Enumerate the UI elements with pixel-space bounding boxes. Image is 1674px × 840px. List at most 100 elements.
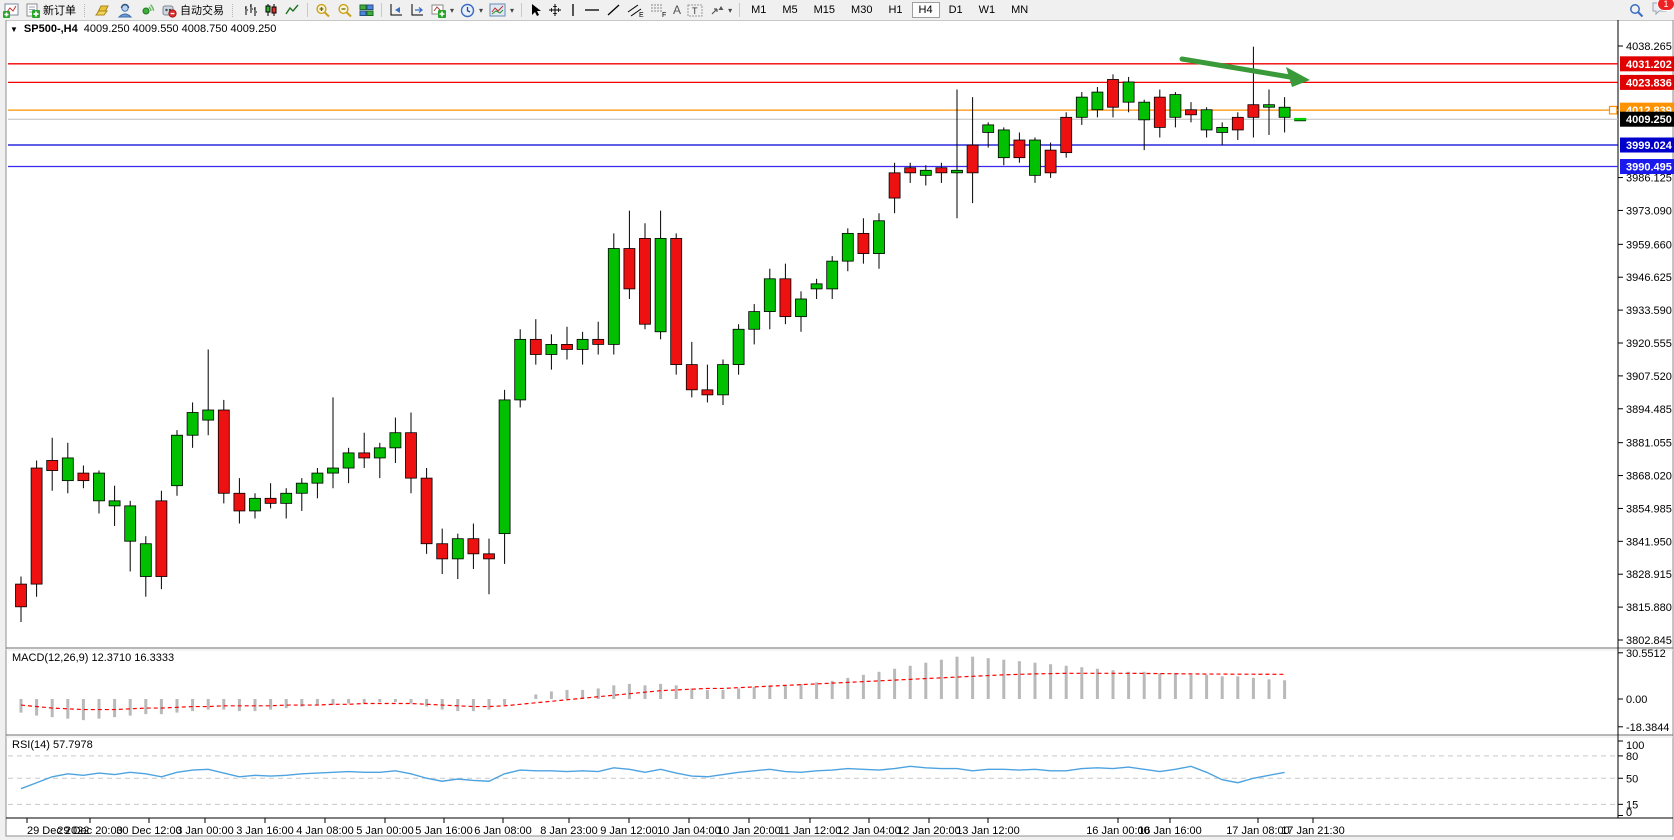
rsi-line: [20, 765, 1285, 790]
templates-button[interactable]: ▾: [486, 2, 517, 19]
zoom-in-button[interactable]: [312, 2, 334, 19]
fibonacci-icon: F: [651, 4, 666, 18]
time-tick-label: 30 Dec 12:00: [116, 825, 181, 837]
price-tick-label: 3920.555: [1626, 338, 1672, 350]
trend-arrow-annotation[interactable]: [1179, 56, 1310, 87]
timeframe-m5-button[interactable]: M5: [782, 4, 798, 16]
line-selection-handle[interactable]: [1608, 105, 1618, 115]
tile-windows-button[interactable]: [356, 2, 377, 19]
support-button[interactable]: [114, 2, 136, 19]
timeframe-w1-button[interactable]: W1: [978, 4, 996, 16]
rsi-tick-label: 80: [1626, 751, 1638, 763]
text-tool-button[interactable]: A: [670, 2, 684, 19]
price-tick-label: 3868.020: [1626, 471, 1672, 483]
line-chart-mode-button[interactable]: [282, 2, 303, 19]
collapse-triangle-icon[interactable]: ▼: [10, 24, 18, 34]
candle-body: [15, 583, 27, 608]
price-tick-label: 3946.625: [1626, 272, 1672, 284]
candle-body: [1247, 104, 1260, 118]
bar-chart-mode-button[interactable]: [240, 2, 261, 19]
timeframe-h1-button[interactable]: H1: [888, 4, 903, 16]
candle-body: [732, 328, 745, 365]
timeframe-d1-button[interactable]: D1: [948, 4, 963, 16]
periods-button[interactable]: ▾: [457, 2, 486, 19]
add-indicator-icon: [431, 4, 446, 18]
auto-scroll-button[interactable]: [386, 2, 407, 19]
chart-shift-button[interactable]: [407, 2, 428, 19]
candle-body: [1231, 116, 1244, 131]
dropdown-arrow-icon: ▾: [479, 5, 484, 15]
candle-body: [451, 538, 464, 560]
new-order-button[interactable]: 新订单: [22, 2, 79, 19]
arrows-tool-button[interactable]: ▾: [706, 2, 735, 19]
zoom-out-button[interactable]: [334, 2, 356, 19]
candle-body: [483, 553, 495, 560]
candle-body: [186, 412, 199, 436]
template-icon: [489, 3, 506, 17]
candle-body: [171, 434, 183, 487]
candle-body: [826, 260, 839, 290]
candle-body: [576, 338, 589, 350]
time-tick-label: 8 Jan 23:00: [540, 825, 598, 837]
candle-body: [654, 238, 667, 333]
text-label-tool-button[interactable]: T: [684, 2, 706, 19]
timeframe-m15-button[interactable]: M15: [813, 4, 836, 16]
vertical-line-icon: [572, 4, 574, 16]
horizontal-line-tool-button[interactable]: [581, 2, 603, 19]
new-chart-button[interactable]: [0, 2, 22, 19]
indicators-button[interactable]: ▾: [428, 2, 457, 19]
candle-chart-mode-button[interactable]: [261, 2, 282, 19]
candle-body: [888, 172, 901, 199]
search-icon[interactable]: [1629, 3, 1644, 18]
rsi-indicator-label: RSI(14) 57.7978: [12, 739, 93, 751]
auto-scroll-icon: [390, 4, 402, 16]
price-axis[interactable]: 4038.265 3986.125 3973.090 3959.660 3946.625…: [1618, 41, 1672, 647]
headset-person-icon: [117, 3, 133, 17]
price-tick-label: 3973.090: [1626, 205, 1672, 217]
candle-body: [139, 543, 152, 577]
auto-trading-button[interactable]: 自动交易: [158, 2, 227, 19]
signals-button[interactable]: [136, 2, 158, 19]
time-tick-label: 17 Jan 21:30: [1281, 825, 1345, 837]
chart-title-bar[interactable]: ▼ SP500-,H4 4009.250 4009.550 4008.750 4…: [10, 23, 276, 35]
macd-tick-label: 0.00: [1626, 694, 1647, 706]
zoom-in-icon: [316, 3, 330, 17]
time-tick-label: 5 Jan 00:00: [356, 825, 414, 837]
macd-values: 12.3710 16.3333: [91, 652, 175, 664]
timeframe-m30-button[interactable]: M30: [851, 4, 873, 16]
notifications-button[interactable]: 1: [1652, 0, 1674, 19]
level-price-badge: 3990.495: [1626, 162, 1672, 174]
chart-canvas[interactable]: 4038.265 3986.125 3973.090 3959.660 3946.625…: [0, 20, 1674, 840]
candle-body: [841, 232, 854, 262]
timeframe-mn-button[interactable]: MN: [1011, 4, 1029, 16]
time-tick-label: 12 Jan 20:00: [897, 825, 961, 837]
price-badges: 4031.2024023.8364012.8393999.0243990.495…: [1620, 56, 1674, 175]
toolbar-grip: [84, 3, 89, 17]
candle-body: [810, 283, 823, 290]
cursor-tool-button[interactable]: [526, 2, 545, 19]
text-label-icon: T: [687, 4, 703, 16]
vertical-line-tool-button[interactable]: [565, 2, 581, 19]
channel-tool-button[interactable]: E: [624, 2, 647, 19]
timeframe-m1-button[interactable]: M1: [751, 4, 767, 16]
fibonacci-tool-button[interactable]: F: [647, 2, 670, 19]
horizontal-lines[interactable]: [8, 63, 1618, 168]
svg-text:T: T: [692, 6, 698, 16]
history-center-button[interactable]: [92, 2, 114, 19]
time-tick-label: 3 Jan 16:00: [236, 825, 294, 837]
cursor-icon: [532, 4, 542, 16]
candle-body: [1185, 109, 1197, 116]
trendline-tool-button[interactable]: [603, 2, 624, 19]
candle-body: [217, 409, 230, 494]
candlesticks: [15, 46, 1307, 622]
level-price-badge: 3999.024: [1626, 140, 1673, 152]
time-tick-label: 29 Dec 20:00: [57, 825, 122, 837]
timeframe-h4-button[interactable]: H4: [911, 2, 940, 18]
price-tick-label: 3854.985: [1626, 503, 1672, 515]
price-tick-label: 3802.845: [1626, 635, 1672, 647]
crosshair-tool-button[interactable]: [545, 2, 565, 19]
candle-body: [748, 311, 761, 330]
level-price-badge: 4023.836: [1626, 77, 1672, 89]
gold-icon: [95, 5, 109, 16]
